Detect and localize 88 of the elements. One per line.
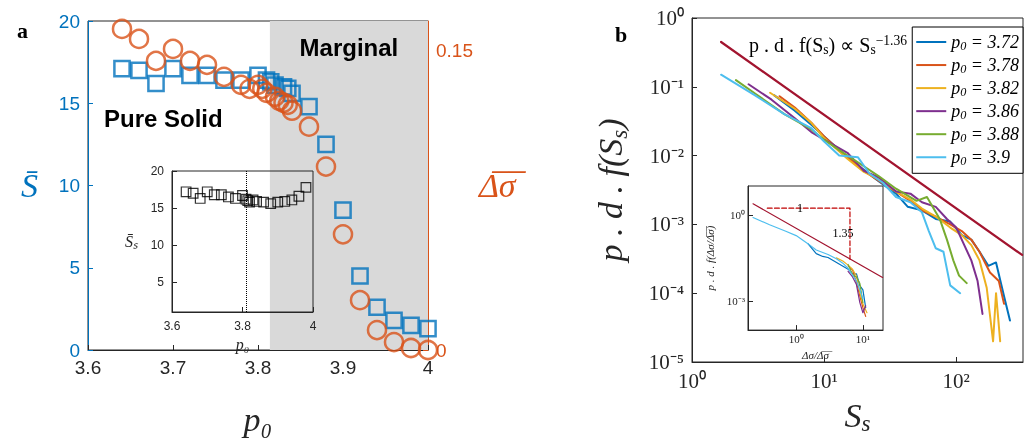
chart-title: a [17,17,28,43]
point [194,193,206,204]
x-tick-label: 3.7 [159,357,187,378]
point [215,189,227,201]
point [128,28,150,50]
point [368,298,386,317]
y2-axis-title: Δ̅σ̅ [476,167,527,204]
point [258,196,270,208]
annotation: Pure Solid [104,104,223,132]
point [334,201,352,220]
x-tick-label: 10¹ [855,332,871,345]
point [349,289,371,311]
y-axis-title: p . d . f(Ss) [592,118,632,264]
x-axis-title: Δσ/Δ̅σ̅ [801,348,833,361]
x-tick-label: 4 [309,319,317,333]
annotation: 1 [797,201,803,215]
y-axis-title: p . d . f(Δσ/Δ̅σ̅) [704,225,718,292]
y-tick-label: 5 [69,257,80,279]
x-tick-label: 3.6 [163,319,181,333]
y-axis-title: S̄ [21,167,39,204]
point [272,196,284,208]
point [247,194,259,206]
point [237,190,248,201]
annotation: 1.35 [832,226,854,240]
point [273,92,294,114]
point [111,18,133,40]
point [332,224,354,245]
x-tick-label: 10¹ [810,368,838,393]
point [286,194,298,206]
chart-title: b [615,21,628,47]
point [383,331,405,353]
y-tick-label: 10⁻³ [649,212,684,237]
y-tick-label: 10 [58,175,80,196]
point [180,186,192,198]
point [315,156,337,177]
point [208,189,220,201]
y-tick-label: 20 [150,164,165,178]
point [113,59,131,78]
point [179,50,201,72]
point [366,319,388,341]
y-tick-label: 10⁻² [649,143,684,168]
point [201,186,213,198]
y-tick-label: 10⁰ [656,6,684,30]
point [317,135,335,154]
point [147,74,165,93]
y-tick-label: 5 [157,275,165,290]
point [293,190,305,202]
point [279,196,291,207]
point [196,54,218,76]
point [145,50,167,72]
y-tick-label: 10⁻⁴ [648,281,684,306]
point [251,196,262,207]
point [281,100,303,121]
point [351,267,369,285]
point [419,319,437,338]
point [265,198,277,210]
x-tick-label: 4 [422,357,434,378]
line-series [847,270,867,314]
point [162,38,184,60]
y-tick-label: 10 [150,238,165,253]
x-axis-title: p₀ [241,400,273,438]
point [187,187,199,199]
y2-tick-label: 0.15 [436,40,473,62]
y-tick-label: 15 [150,201,165,216]
point [230,193,241,204]
band-label: Marginal [299,33,399,61]
point [213,66,235,88]
x-tick-label: 3.9 [329,357,357,378]
point [223,191,234,203]
point [385,311,403,330]
point [300,181,312,193]
x-tick-label: 10² [942,368,970,393]
point [400,337,422,359]
point [130,61,148,80]
y-tick-label: 10⁻³ [726,295,746,308]
x-tick-label: 3.8 [234,319,252,333]
point [402,316,420,335]
x-tick-label: 3.8 [244,357,272,378]
point [298,116,320,137]
point [239,78,260,100]
y-axis-title: S̄ₛ [125,233,139,250]
y-tick-label: 10⁻¹ [649,74,684,99]
point [230,74,252,96]
point [277,94,299,116]
y-tick-label: 20 [58,10,80,32]
line-series [847,263,864,304]
y-tick-label: 15 [58,92,80,114]
point [256,82,277,104]
